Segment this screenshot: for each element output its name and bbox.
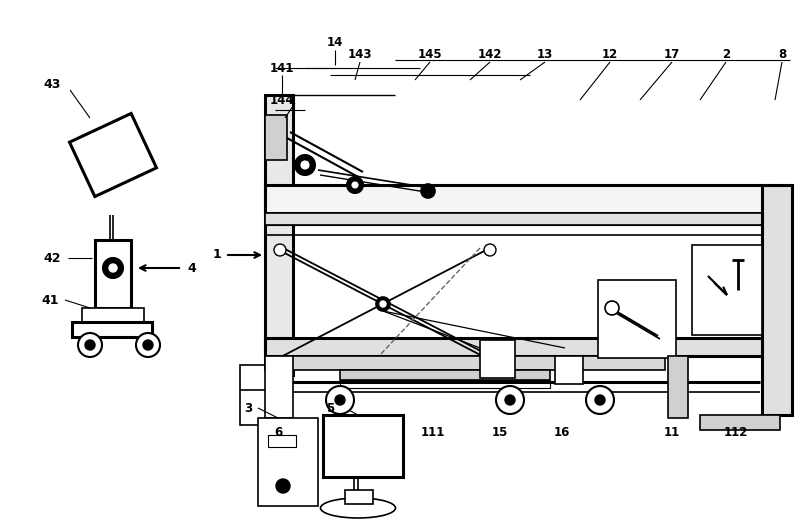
Bar [95,240,131,308]
Bar [265,213,770,225]
Text: 112: 112 [724,425,748,438]
Circle shape [136,333,160,357]
Bar [265,185,770,213]
Text: 6: 6 [274,425,282,438]
Text: 41: 41 [42,293,58,307]
Bar [240,365,270,425]
Text: 2: 2 [722,48,730,61]
Text: 14: 14 [327,36,343,48]
Text: 141: 141 [270,61,294,75]
Bar [340,380,550,388]
Circle shape [484,244,496,256]
Bar [323,415,403,477]
Circle shape [109,264,117,272]
Text: 42: 42 [43,251,61,265]
Bar [72,322,152,337]
Bar [265,95,293,375]
Bar [265,356,665,370]
Circle shape [421,184,435,198]
Circle shape [595,395,605,405]
Circle shape [376,297,390,311]
Circle shape [505,395,515,405]
Text: 12: 12 [602,48,618,61]
Text: 13: 13 [537,48,553,61]
Bar [555,356,583,384]
Bar [265,115,287,160]
Text: 145: 145 [418,48,442,61]
Circle shape [347,177,363,193]
Bar [258,418,318,506]
Bar [480,340,515,378]
Text: 1: 1 [213,248,222,261]
Text: 4: 4 [188,261,196,275]
Bar [598,280,676,358]
Circle shape [301,161,309,169]
Text: 15: 15 [492,425,508,438]
Text: 111: 111 [421,425,445,438]
Bar [265,338,770,356]
Circle shape [274,244,286,256]
Text: 5: 5 [326,402,334,415]
Circle shape [380,301,386,307]
Circle shape [103,258,123,278]
Text: 11: 11 [664,425,680,438]
Circle shape [335,395,345,405]
Bar [762,185,792,415]
Text: 17: 17 [664,48,680,61]
Bar [668,356,688,418]
Text: 143: 143 [348,48,372,61]
Circle shape [586,386,614,414]
Bar [340,370,550,380]
Circle shape [326,386,354,414]
Text: 3: 3 [244,402,252,415]
Text: 142: 142 [478,48,502,61]
Circle shape [78,333,102,357]
Circle shape [352,182,358,188]
Circle shape [276,479,290,493]
Circle shape [295,155,315,175]
Circle shape [85,340,95,350]
Text: 43: 43 [43,79,61,91]
Bar [692,245,762,335]
Circle shape [496,386,524,414]
Circle shape [143,340,153,350]
Bar [268,435,296,447]
Text: 8: 8 [778,48,786,61]
Bar [265,356,293,418]
Text: 144: 144 [270,93,294,107]
Circle shape [605,301,619,315]
Text: 16: 16 [554,425,570,438]
Bar [82,308,144,326]
Bar [345,490,373,504]
Bar [700,415,780,430]
